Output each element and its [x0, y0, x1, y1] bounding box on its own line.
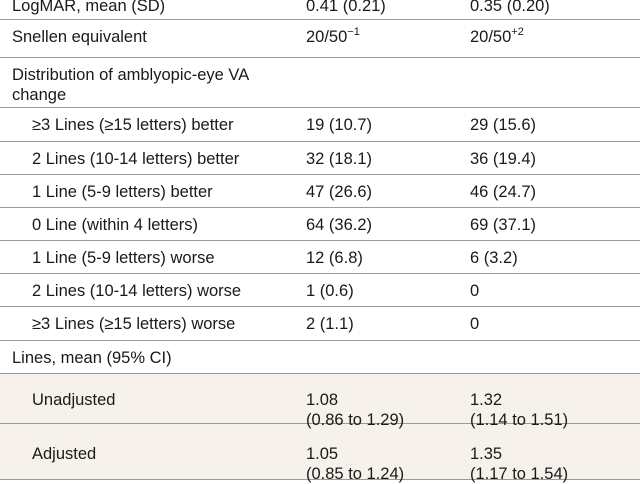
row-label-line: Distribution of amblyopic-eye VA [12, 66, 250, 84]
group1-value: 32 (18.1) [306, 150, 373, 168]
row-label: LogMAR, mean (SD) [12, 0, 166, 15]
group2-value: 0 [470, 315, 480, 333]
group1-value-line: 1.05 [306, 445, 339, 463]
table-row: Unadjusted 1.08 (0.86 to 1.29) 1.32 (1.1… [0, 374, 640, 429]
table-row: 0 Line (within 4 letters) 64 (36.2) 69 (… [0, 208, 640, 241]
row-label: Unadjusted [32, 391, 116, 409]
group1-value: 1.05 (0.85 to 1.24) [300, 424, 466, 484]
group1-value: 47 (26.6) [306, 183, 373, 201]
row-label: Snellen equivalent [12, 28, 147, 46]
row-label: ≥3 Lines (≥15 letters) worse [32, 315, 236, 333]
table-row: ≥3 Lines (≥15 letters) better 19 (10.7) … [0, 108, 640, 142]
group2-value [466, 58, 640, 65]
group2-value: 20/50+2 [470, 25, 524, 46]
table-row: 1 Line (5-9 letters) better 47 (26.6) 46… [0, 175, 640, 208]
group1-value: 20/50−1 [306, 25, 360, 46]
table-row: Adjusted 1.05 (0.85 to 1.24) 1.35 (1.17 … [0, 424, 640, 483]
table-row: ≥3 Lines (≥15 letters) worse 2 (1.1) 0 [0, 307, 640, 341]
table-row: Distribution of amblyopic-eye VA change [0, 58, 640, 108]
group2-value: 46 (24.7) [470, 183, 537, 201]
group2-value: 1.35 (1.17 to 1.54) [466, 424, 640, 484]
group2-value: 0.35 (0.20) [470, 0, 550, 15]
row-label: Lines, mean (95% CI) [12, 349, 172, 367]
group2-value-line: (1.17 to 1.54) [470, 465, 569, 483]
group2-value: 69 (37.1) [470, 216, 537, 234]
table-row: 2 Lines (10-14 letters) better 32 (18.1)… [0, 142, 640, 175]
group1-value: 1 (0.6) [306, 282, 354, 300]
group1-value: 12 (6.8) [306, 249, 363, 267]
group2-value: 29 (15.6) [470, 116, 537, 134]
group1-value: 64 (36.2) [306, 216, 373, 234]
group1-value: 1.08 (0.86 to 1.29) [300, 374, 466, 430]
row-label: 0 Line (within 4 letters) [32, 216, 198, 234]
table-row: 2 Lines (10-14 letters) worse 1 (0.6) 0 [0, 274, 640, 307]
row-label: ≥3 Lines (≥15 letters) better [32, 116, 234, 134]
group2-value: 36 (19.4) [470, 150, 537, 168]
group2-value-line: 1.35 [470, 445, 503, 463]
group1-value [300, 341, 466, 348]
table-row: LogMAR, mean (SD) 0.41 (0.21) 0.35 (0.20… [0, 0, 640, 20]
row-label: 2 Lines (10-14 letters) worse [32, 282, 242, 300]
group1-value-line: (0.85 to 1.24) [306, 465, 405, 483]
table-row: Snellen equivalent 20/50−1 20/50+2 [0, 20, 640, 58]
row-label: Adjusted [32, 445, 97, 463]
group1-value [300, 58, 466, 65]
group1-value-line: 1.08 [306, 391, 339, 409]
group2-value [466, 341, 640, 348]
group2-value: 0 [470, 282, 480, 300]
table-row: Lines, mean (95% CI) [0, 341, 640, 374]
group2-value-line: 1.32 [470, 391, 503, 409]
group1-value: 2 (1.1) [306, 315, 354, 333]
group2-superscript: +2 [511, 25, 524, 38]
table-row: 1 Line (5-9 letters) worse 12 (6.8) 6 (3… [0, 241, 640, 274]
group2-value: 1.32 (1.14 to 1.51) [466, 374, 640, 430]
group2-value-line: (1.14 to 1.51) [470, 411, 569, 429]
row-label: 1 Line (5-9 letters) better [32, 183, 213, 201]
row-label: Distribution of amblyopic-eye VA change [0, 58, 300, 105]
group1-value: 19 (10.7) [306, 116, 373, 134]
row-label: 1 Line (5-9 letters) worse [32, 249, 215, 267]
group1-superscript: −1 [347, 25, 360, 38]
row-label: 2 Lines (10-14 letters) better [32, 150, 240, 168]
group2-value: 6 (3.2) [470, 249, 518, 267]
group1-value-line: (0.86 to 1.29) [306, 411, 405, 429]
group1-value: 0.41 (0.21) [306, 0, 386, 15]
row-label-line: change [12, 86, 67, 104]
